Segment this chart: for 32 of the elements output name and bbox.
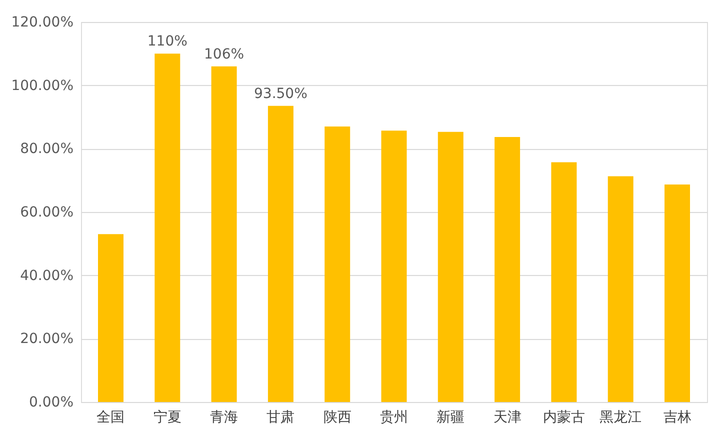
x-tick-label: 吉林 bbox=[663, 410, 692, 426]
x-tick-label: 天津 bbox=[493, 410, 522, 426]
x-tick-label: 青海 bbox=[210, 410, 238, 426]
data-label: 110% bbox=[147, 34, 188, 50]
y-tick-label: 100.00% bbox=[11, 78, 74, 94]
x-tick-label: 宁夏 bbox=[153, 410, 182, 426]
bar bbox=[154, 54, 180, 402]
bar bbox=[381, 130, 407, 402]
x-tick-label: 贵州 bbox=[380, 410, 408, 426]
bar bbox=[324, 126, 350, 402]
bar bbox=[211, 66, 237, 402]
bar bbox=[551, 162, 577, 402]
bar bbox=[664, 184, 690, 402]
bar bbox=[268, 106, 294, 402]
x-tick-label: 内蒙古 bbox=[542, 410, 585, 426]
data-label: 93.50% bbox=[254, 86, 308, 102]
x-tick-label: 新疆 bbox=[436, 410, 465, 426]
x-tick-label: 全国 bbox=[96, 410, 125, 426]
y-tick-label: 120.00% bbox=[11, 14, 74, 30]
bar bbox=[494, 136, 520, 402]
data-label: 106% bbox=[204, 46, 244, 62]
x-tick-label: 陕西 bbox=[323, 410, 352, 426]
x-tick-label: 甘肃 bbox=[266, 410, 295, 426]
bar bbox=[98, 234, 124, 402]
y-tick-label: 40.00% bbox=[20, 268, 74, 284]
x-tick-label: 黑龙江 bbox=[600, 410, 642, 426]
y-tick-label: 80.00% bbox=[20, 141, 74, 158]
bar bbox=[608, 176, 634, 402]
y-tick-label: 60.00% bbox=[20, 204, 74, 220]
y-tick-label: 0.00% bbox=[29, 394, 74, 410]
y-tick-label: 20.00% bbox=[20, 331, 74, 348]
bar bbox=[438, 132, 464, 402]
